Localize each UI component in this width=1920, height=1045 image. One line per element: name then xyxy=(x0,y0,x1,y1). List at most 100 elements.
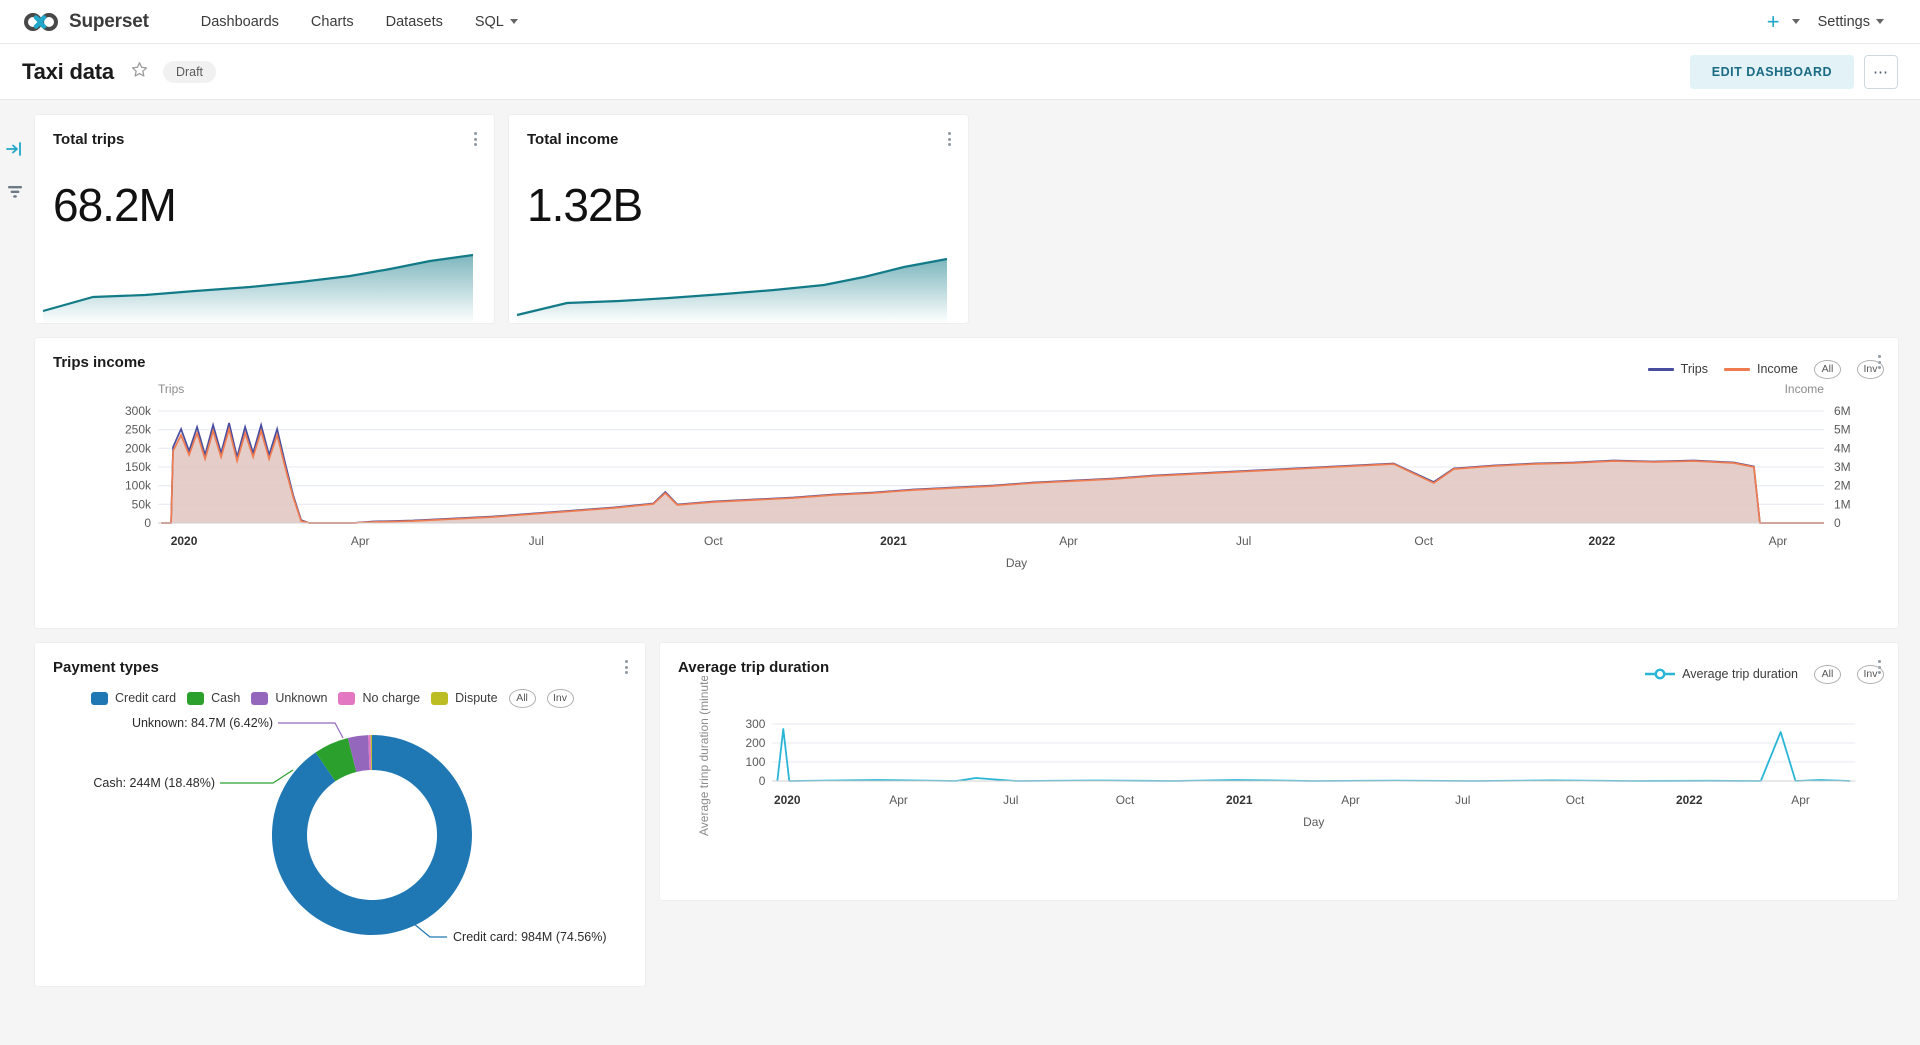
legend-item-unknown[interactable]: Unknown xyxy=(251,691,327,705)
svg-text:2021: 2021 xyxy=(1226,793,1253,807)
svg-text:4M: 4M xyxy=(1834,441,1851,455)
svg-text:300k: 300k xyxy=(125,404,152,418)
top-navbar: Superset Dashboards Charts Datasets SQL … xyxy=(0,0,1920,44)
chart-card-average-trip-duration: Average trip duration Average trip durat… xyxy=(660,643,1898,900)
svg-text:Jul: Jul xyxy=(1003,793,1018,807)
legend-swatch xyxy=(187,691,205,705)
svg-text:Apr: Apr xyxy=(1769,534,1788,548)
pie-label-credit-card: Credit card: 984M (74.56%) xyxy=(453,930,607,944)
expand-panel-icon[interactable] xyxy=(6,141,24,162)
legend-invert-button[interactable]: Inv xyxy=(1857,665,1884,684)
pie-chart-payment-types: Unknown: 84.7M (6.42%) Cash: 244M (18.48… xyxy=(93,716,607,944)
edit-dashboard-button[interactable]: EDIT DASHBOARD xyxy=(1689,54,1854,89)
legend-item-trips[interactable]: Trips xyxy=(1647,362,1708,376)
legend-average-trip-duration: Average trip duration All Inv xyxy=(1645,665,1884,684)
big-number-row: Total trips 68.2M Total income 1.32B xyxy=(35,115,1898,323)
nav-right-group: + Settings xyxy=(1765,9,1898,35)
chevron-down-icon xyxy=(1876,19,1884,25)
svg-text:250k: 250k xyxy=(125,423,152,437)
svg-text:Jul: Jul xyxy=(1455,793,1470,807)
chart-card-total-income: Total income 1.32B xyxy=(509,115,968,323)
legend-select-all-button[interactable]: All xyxy=(508,689,536,708)
legend-item-average-trip-duration[interactable]: Average trip duration xyxy=(1645,667,1798,681)
legend-invert-button[interactable]: Inv xyxy=(1857,360,1884,379)
pie-slice-credit-card xyxy=(271,735,472,935)
header-actions: EDIT DASHBOARD ⋯ xyxy=(1689,54,1898,89)
svg-text:0: 0 xyxy=(759,774,766,788)
svg-text:2M: 2M xyxy=(1834,479,1851,493)
chevron-down-icon[interactable] xyxy=(1791,19,1800,24)
legend-item-cash[interactable]: Cash xyxy=(187,691,240,705)
svg-text:Apr: Apr xyxy=(1791,793,1810,807)
card-title: Average trip duration xyxy=(678,659,830,676)
pie-leader-credit-card xyxy=(407,918,447,938)
card-menu-button[interactable] xyxy=(622,657,631,677)
legend-select-all-button[interactable]: All xyxy=(1814,665,1841,684)
svg-text:Day: Day xyxy=(1006,556,1027,570)
superset-logo-icon xyxy=(22,11,60,33)
card-menu-button[interactable] xyxy=(471,129,480,149)
svg-text:0: 0 xyxy=(144,516,151,530)
status-badge: Draft xyxy=(162,60,217,83)
nav-item-datasets[interactable]: Datasets xyxy=(385,13,443,30)
card-title: Total trips xyxy=(53,131,125,148)
settings-menu[interactable]: Settings xyxy=(1804,14,1898,30)
chart-card-total-trips: Total trips 68.2M xyxy=(35,115,494,323)
svg-text:1M: 1M xyxy=(1834,497,1851,511)
big-number-value: 1.32B xyxy=(527,179,643,231)
brand-logo-area[interactable]: Superset xyxy=(22,11,149,33)
svg-text:Jul: Jul xyxy=(529,534,544,548)
chevron-down-icon xyxy=(509,19,518,25)
legend-swatch xyxy=(91,691,108,705)
chart-card-payment-types: Payment types Credit card Cash Unknown N… xyxy=(35,643,645,986)
page-title: Taxi data xyxy=(22,58,114,84)
pie-slice-unknown xyxy=(347,735,370,772)
svg-text:100k: 100k xyxy=(125,479,152,493)
legend-swatch xyxy=(1647,367,1674,371)
svg-text:Apr: Apr xyxy=(1059,534,1078,548)
main-nav: Dashboards Charts Datasets SQL xyxy=(185,0,534,44)
pie-label-unknown: Unknown: 84.7M (6.42%) xyxy=(132,716,273,730)
chart-card-trips-income: Trips income Trips Income All Inv xyxy=(35,338,1898,628)
trips-income-svg: Trips Income 300k 250k 200k 150k 100k 50… xyxy=(125,382,1851,530)
svg-text:Income: Income xyxy=(1785,382,1825,396)
nav-item-dashboards[interactable]: Dashboards xyxy=(200,13,279,30)
svg-text:Apr: Apr xyxy=(351,534,370,548)
y-axis-label: Average trinp duration (minute xyxy=(697,676,711,836)
new-item-button[interactable]: + xyxy=(1766,8,1780,34)
legend-payment-types: Credit card Cash Unknown No charge Dispu… xyxy=(91,689,574,708)
chart-plot-trips-income: Trips Income 300k 250k 200k 150k 100k 50… xyxy=(53,371,1880,603)
legend-item-credit-card[interactable]: Credit card xyxy=(91,691,176,705)
more-options-button[interactable]: ⋯ xyxy=(1864,54,1898,89)
svg-text:300: 300 xyxy=(746,717,766,731)
legend-item-dispute[interactable]: Dispute xyxy=(431,691,498,705)
dashboard-header: Taxi data Draft EDIT DASHBOARD ⋯ xyxy=(0,44,1920,100)
svg-text:Oct: Oct xyxy=(1116,793,1135,807)
filter-icon[interactable] xyxy=(7,184,23,205)
big-number-value: 68.2M xyxy=(53,179,177,231)
avg-duration-svg xyxy=(772,723,1856,782)
svg-text:Trips: Trips xyxy=(158,382,184,396)
sparkline-total-trips xyxy=(42,253,474,323)
trips-income-xaxis: 2020 Apr Jul Oct 2021 Apr Jul Oct 2022 A… xyxy=(171,534,1788,570)
legend-invert-button[interactable]: Inv xyxy=(546,689,574,708)
svg-text:2022: 2022 xyxy=(1676,793,1703,807)
card-title: Trips income xyxy=(53,354,146,371)
favorite-star-icon[interactable] xyxy=(130,60,149,83)
legend-trips-income: Trips Income All Inv xyxy=(1647,360,1884,379)
legend-swatch xyxy=(338,691,356,705)
legend-item-no-charge[interactable]: No charge xyxy=(338,691,420,705)
pie-leader-cash xyxy=(220,769,294,784)
svg-text:Apr: Apr xyxy=(889,793,908,807)
nav-item-sql[interactable]: SQL xyxy=(459,0,534,44)
svg-text:0: 0 xyxy=(1834,516,1841,530)
svg-text:2020: 2020 xyxy=(171,534,198,548)
svg-text:200: 200 xyxy=(746,736,766,750)
card-menu-button[interactable] xyxy=(945,129,954,149)
svg-text:6M: 6M xyxy=(1834,404,1851,418)
nav-item-charts[interactable]: Charts xyxy=(310,13,354,30)
left-rail xyxy=(0,101,30,205)
pie-slice-no-charge xyxy=(368,735,372,770)
legend-select-all-button[interactable]: All xyxy=(1814,360,1841,379)
legend-item-income[interactable]: Income xyxy=(1724,362,1798,376)
